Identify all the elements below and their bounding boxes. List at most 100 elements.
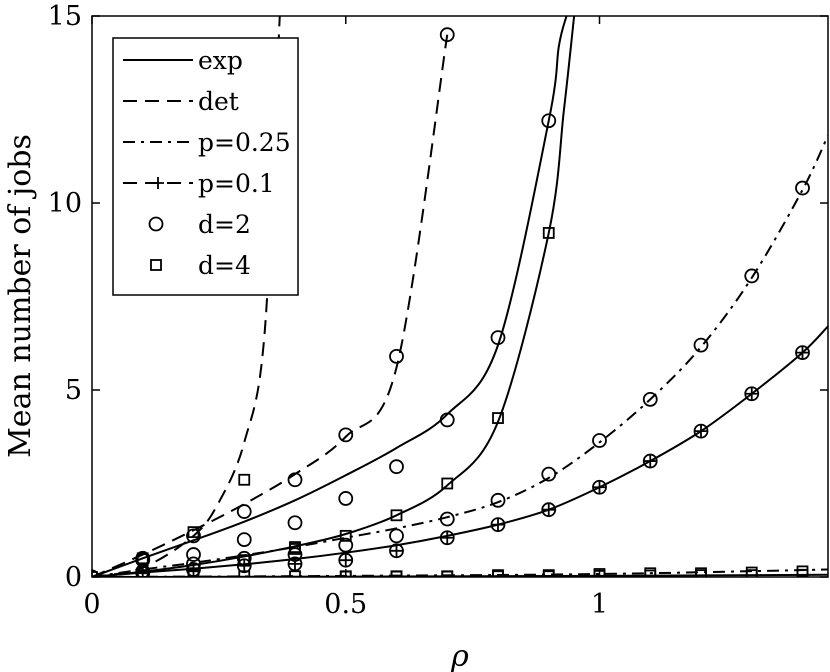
- data-point-square: [187, 526, 200, 539]
- data-point-square: [796, 568, 809, 577]
- data-point-plus: [745, 387, 758, 400]
- data-point-square: [238, 473, 251, 486]
- legend-label: p=0.25: [198, 128, 291, 157]
- data-point-plus: [644, 455, 657, 468]
- legend: exp det p=0.25 p=0.1 d=2 d=4: [112, 37, 299, 296]
- data-point-circle: [135, 565, 151, 577]
- series-line-dashed: [92, 34, 449, 577]
- data-point-square: [441, 570, 454, 577]
- data-point-plus: [695, 425, 707, 438]
- legend-label: d=2: [198, 210, 251, 239]
- data-point-square: [542, 570, 555, 577]
- x-tick-label: 1: [591, 589, 608, 620]
- data-point-circle: [795, 345, 810, 361]
- data-point-circle: [186, 547, 201, 562]
- y-tick-label: 0: [65, 562, 82, 593]
- x-tick-label: 0: [83, 589, 100, 620]
- data-point-circle: [541, 113, 557, 129]
- data-point-circle: [541, 502, 557, 518]
- x-axis-label: ρ: [450, 639, 469, 672]
- y-tick-label: 5: [65, 375, 82, 406]
- data-point-square: [289, 541, 301, 553]
- data-point-square: [136, 552, 149, 565]
- data-point-circle: [338, 552, 354, 568]
- data-point-plus: [136, 567, 149, 577]
- legend-item: p=0.1: [123, 169, 275, 198]
- data-point-plus: [187, 563, 200, 576]
- data-point-plus: [289, 557, 301, 570]
- data-point-circle: [592, 433, 607, 448]
- data-point-circle: [439, 412, 455, 428]
- legend-item: exp: [123, 46, 243, 75]
- data-point-circle: [236, 504, 252, 519]
- data-point-circle: [389, 348, 404, 364]
- legend-box: [112, 37, 299, 296]
- data-point-circle: [186, 528, 201, 544]
- data-point-square: [695, 569, 707, 577]
- data-point-circle: [642, 453, 658, 469]
- data-point-circle: [795, 180, 810, 196]
- data-point-square: [492, 570, 504, 577]
- data-point-circle: [642, 391, 658, 407]
- data-point-circle: [490, 330, 506, 346]
- data-point-circle: [744, 268, 760, 284]
- data-point-plus: [441, 531, 454, 544]
- data-point-circle: [693, 337, 709, 353]
- legend-item: p=0.25: [123, 128, 291, 157]
- data-point-square: [390, 570, 403, 577]
- data-point-circle: [439, 27, 455, 43]
- data-point-circle: [389, 528, 404, 544]
- data-point-circle: [287, 472, 303, 488]
- data-point-circle: [389, 543, 404, 559]
- data-point-plus: [542, 503, 555, 516]
- series-line-solid: [92, 16, 568, 577]
- data-point-square: [492, 412, 504, 424]
- data-point-circle: [389, 459, 404, 475]
- data-point-circle: [338, 427, 354, 443]
- data-point-square: [593, 569, 606, 577]
- data-point-circle: [592, 479, 607, 495]
- legend-item: d=2: [148, 210, 251, 239]
- data-point-circle: [338, 491, 354, 506]
- marker-layer: [92, 27, 810, 577]
- data-point-plus: [796, 346, 809, 359]
- series-line-dashdot: [92, 135, 828, 577]
- data-point-circle: [490, 492, 506, 508]
- data-point-circle: [236, 558, 252, 574]
- legend-label: det: [198, 87, 239, 116]
- data-point-square: [390, 509, 403, 522]
- legend-label: p=0.1: [198, 169, 275, 198]
- data-point-square: [339, 570, 352, 577]
- data-point-plus: [238, 559, 251, 572]
- series-line-solid: [92, 573, 828, 577]
- data-point-square: [441, 477, 454, 490]
- data-point-circle: [490, 517, 506, 533]
- data-point-plus: [593, 481, 606, 494]
- series-line-solid: [92, 325, 828, 577]
- legend-label: exp: [198, 46, 243, 75]
- legend-item: d=4: [150, 251, 251, 280]
- data-point-square: [289, 570, 301, 577]
- data-point-square: [542, 227, 555, 239]
- data-point-circle: [338, 537, 354, 553]
- data-point-square: [745, 569, 758, 577]
- data-point-circle: [439, 511, 455, 527]
- legend-marker-plus: [152, 177, 164, 189]
- data-point-circle: [236, 532, 252, 547]
- data-point-circle: [744, 386, 760, 402]
- y-axis-label: Mean number of jobs: [3, 134, 38, 458]
- data-point-plus: [339, 554, 352, 567]
- legend-marker-circle: [148, 216, 164, 232]
- data-point-circle: [693, 423, 709, 439]
- legend-label: d=4: [198, 251, 251, 280]
- data-point-plus: [492, 518, 504, 531]
- data-point-plus: [390, 544, 403, 557]
- data-point-square: [644, 569, 657, 577]
- data-point-circle: [439, 530, 455, 546]
- y-tick-label: 10: [48, 188, 82, 219]
- data-point-circle: [541, 466, 557, 482]
- data-point-square: [339, 529, 352, 542]
- data-point-circle: [186, 562, 201, 577]
